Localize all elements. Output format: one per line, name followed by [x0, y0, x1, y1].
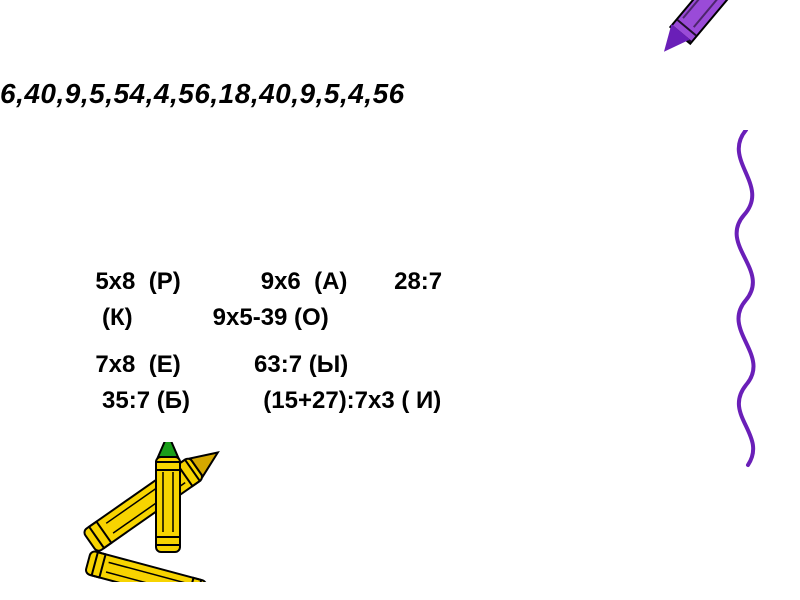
number-sequence: 6,40,9,5,54,4,56,18,40,9,5,4,56 — [0, 78, 405, 110]
math-row-2: (К) 9х5-39 (О) — [82, 302, 642, 334]
math-row-4: 35:7 (Б) (15+27):7х3 ( И) — [82, 385, 642, 417]
crayon-purple — [669, 0, 761, 45]
squiggle-line — [716, 130, 776, 470]
crayons-cluster — [60, 442, 280, 582]
math-row-1: 5х8 (Р) 9х6 (А) 28:7 — [82, 266, 642, 298]
math-exercises: 5х8 (Р) 9х6 (А) 28:7 (К) 9х5-39 (О) 7х8 … — [82, 266, 642, 422]
math-row-3: 7х8 (Е) 63:7 (Ы) — [82, 349, 642, 381]
